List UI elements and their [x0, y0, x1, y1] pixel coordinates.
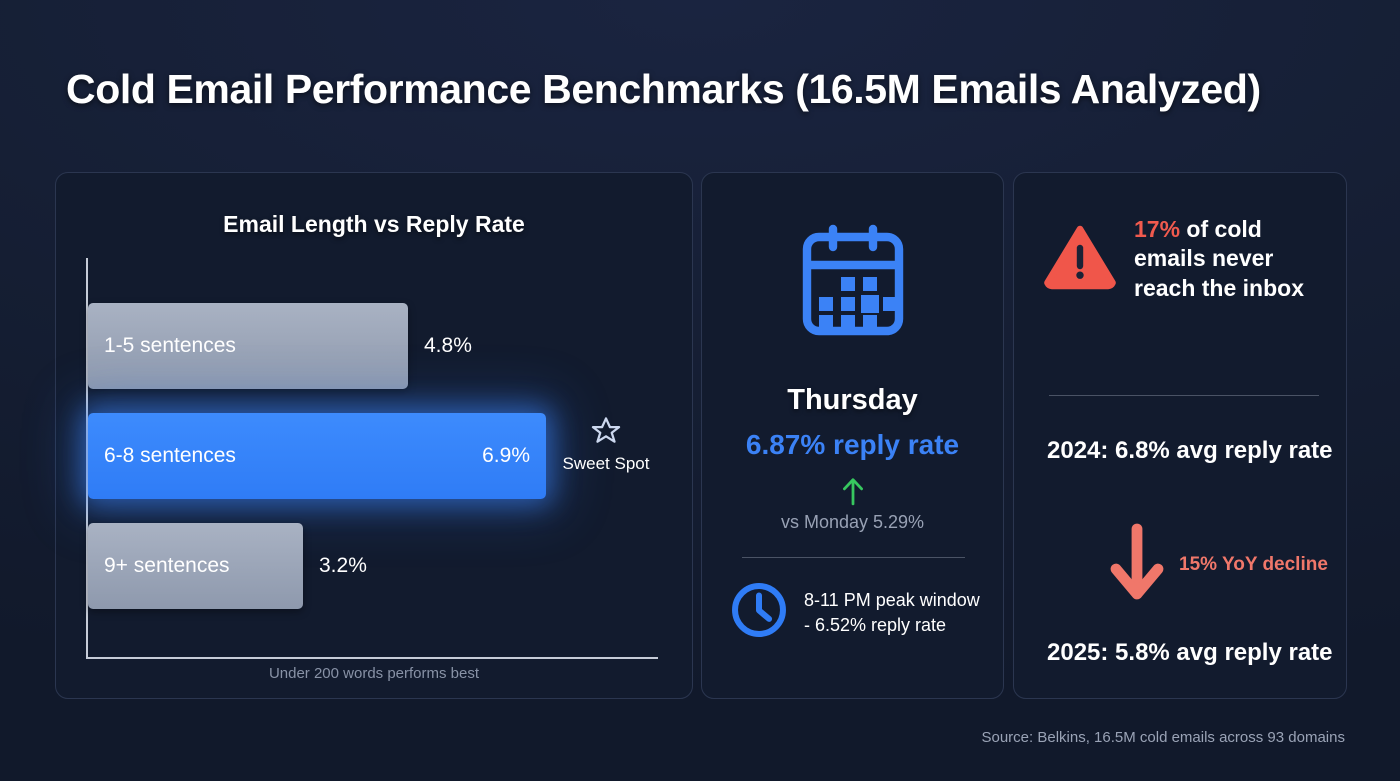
bar-row: 1-5 sentences 4.8% [88, 293, 668, 403]
chart-caption: Under 200 words performs best [268, 665, 480, 682]
inbox-risk-rest: of cold emails never reach the inbox [1134, 216, 1304, 301]
peak-window-row: 8-11 PM peak window - 6.52% reply rate [730, 581, 985, 644]
risk-panel-divider [1049, 395, 1319, 396]
bar-value: 6.9% [482, 444, 530, 467]
bar-value: 4.8% [424, 334, 472, 357]
chart-bars: 1-5 sentences 4.8% 6-8 sentences 6.9% Sw… [88, 293, 668, 623]
source-attribution: Source: Belkins, 16.5M cold emails acros… [981, 729, 1345, 746]
bar-label: 6-8 sentences [104, 444, 236, 467]
arrow-down-icon [1109, 523, 1165, 606]
calendar-icon-wrap [702, 223, 1003, 344]
clock-icon [730, 581, 788, 644]
arrow-up-icon [840, 476, 866, 511]
bar-1-5-sentences[interactable]: 1-5 sentences [88, 303, 408, 389]
peak-window-text: 8-11 PM peak window - 6.52% reply rate [804, 590, 980, 635]
chart-x-axis [86, 657, 658, 659]
chart-title: Email Length vs Reply Rate [223, 211, 525, 237]
year-2025-stat: 2025: 5.8% avg reply rate [1047, 639, 1333, 666]
chart-y-axis [86, 258, 88, 658]
bar-6-8-sentences[interactable]: 6-8 sentences 6.9% [88, 413, 546, 499]
year-2024-stat: 2024: 6.8% avg reply rate [1047, 437, 1333, 464]
bar-value: 3.2% [319, 554, 367, 577]
chart-panel: Email Length vs Reply Rate 1-5 sentences… [55, 172, 693, 699]
inbox-risk-row: 17% of cold emails never reach the inbox [1044, 215, 1324, 303]
sweet-spot-annotation: Sweet Spot [556, 415, 656, 474]
best-day-panel: Thursday 6.87% reply rate vs Monday 5.29… [701, 172, 1004, 699]
yoy-decline-text: 15% YoY decline [1179, 553, 1328, 575]
inbox-risk-pct: 17% [1134, 216, 1181, 242]
bar-9plus-sentences[interactable]: 9+ sentences [88, 523, 303, 609]
yoy-decline-row: 15% YoY decline [1109, 523, 1328, 606]
best-day-rate: 6.87% reply rate [745, 429, 960, 460]
warning-triangle-icon [1044, 224, 1116, 295]
star-icon [589, 415, 623, 452]
arrow-up-icon-wrap [702, 476, 1003, 511]
page-title: Cold Email Performance Benchmarks (16.5M… [66, 66, 1261, 112]
bar-row: 6-8 sentences 6.9% Sweet Spot [88, 403, 668, 513]
bar-label: 9+ sentences [104, 554, 230, 577]
deliverability-panel: 17% of cold emails never reach the inbox… [1013, 172, 1347, 699]
calendar-icon [797, 223, 909, 344]
day-comparison: vs Monday 5.29% [780, 512, 925, 532]
inbox-risk-text: 17% of cold emails never reach the inbox [1134, 215, 1324, 303]
best-day-name: Thursday [787, 384, 918, 416]
sweet-spot-label: Sweet Spot [562, 454, 650, 473]
bar-row: 9+ sentences 3.2% [88, 513, 668, 623]
bar-label: 1-5 sentences [104, 334, 236, 357]
day-panel-divider [742, 557, 965, 558]
